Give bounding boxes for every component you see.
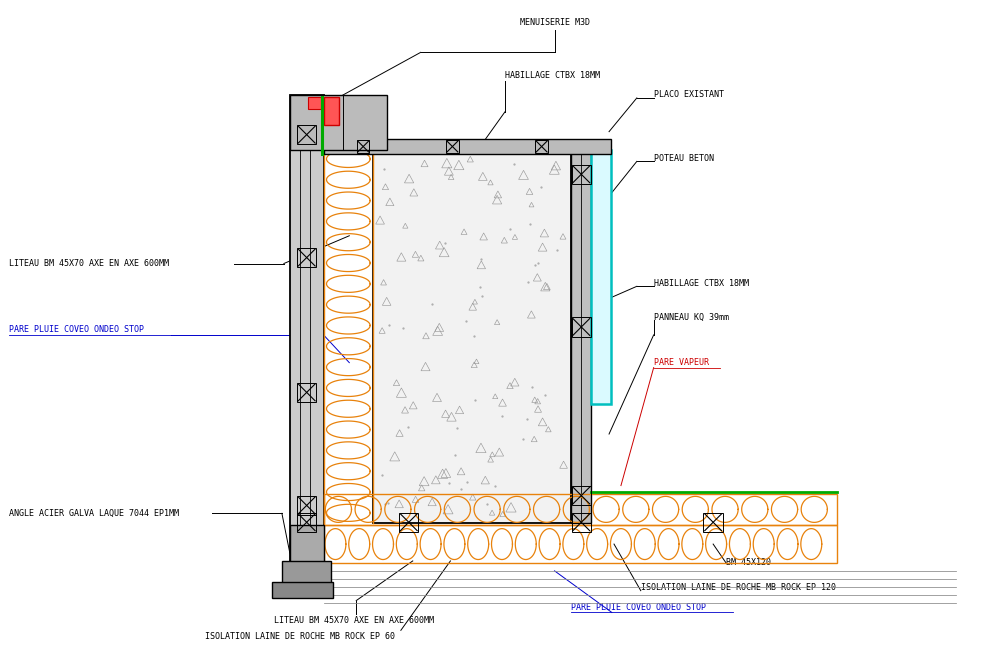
Bar [399,513,418,532]
Text: HABILLAGE CTBX 18MM: HABILLAGE CTBX 18MM [505,71,600,79]
Bar [290,95,324,563]
Bar [572,164,591,184]
Bar [572,486,591,505]
Bar [572,317,591,337]
Bar [290,95,387,150]
Bar [446,140,459,153]
Bar [373,150,571,523]
Text: MENUISERIE M3D: MENUISERIE M3D [520,18,590,27]
Text: PARE PLUIE COVEO ONDEO STOP: PARE PLUIE COVEO ONDEO STOP [9,326,144,335]
Bar [703,513,723,532]
Bar [272,582,333,598]
Text: PANNEAU KQ 39mm: PANNEAU KQ 39mm [654,313,729,322]
Text: HABILLAGE CTBX 18MM: HABILLAGE CTBX 18MM [654,279,749,288]
Bar [357,140,369,153]
Text: BM 45X120: BM 45X120 [726,559,771,568]
Bar [297,513,316,532]
Bar [297,125,316,144]
Text: ISOLATION LAINE DE ROCHE MB ROCK EP 120: ISOLATION LAINE DE ROCHE MB ROCK EP 120 [641,583,836,592]
Text: PARE PLUIE COVEO ONDEO STOP: PARE PLUIE COVEO ONDEO STOP [571,603,706,612]
Bar [308,97,321,109]
Text: PLACO EXISTANT: PLACO EXISTANT [654,90,724,99]
Bar [290,525,324,563]
Bar [535,140,548,153]
Bar [282,561,331,582]
Bar [324,493,837,525]
Text: ISOLATION LAINE DE ROCHE MB ROCK EP 60: ISOLATION LAINE DE ROCHE MB ROCK EP 60 [205,631,395,640]
Text: POTEAU BETON: POTEAU BETON [654,154,714,163]
Bar [324,525,837,563]
Bar [572,513,591,532]
Bar [571,150,591,523]
Bar [297,382,316,402]
Bar [324,139,611,154]
Bar [324,97,339,124]
Text: LITEAU BM 45X70 AXE EN AXE 600MM: LITEAU BM 45X70 AXE EN AXE 600MM [274,616,434,625]
Text: LITEAU BM 45X70 AXE EN AXE 600MM: LITEAU BM 45X70 AXE EN AXE 600MM [9,259,169,268]
Bar [297,496,316,515]
Text: PARE VAPEUR: PARE VAPEUR [654,358,709,367]
Bar [297,248,316,267]
Text: ANGLE ACIER GALVA LAQUE 7044 EP1MM: ANGLE ACIER GALVA LAQUE 7044 EP1MM [9,509,179,518]
Bar [591,150,611,404]
